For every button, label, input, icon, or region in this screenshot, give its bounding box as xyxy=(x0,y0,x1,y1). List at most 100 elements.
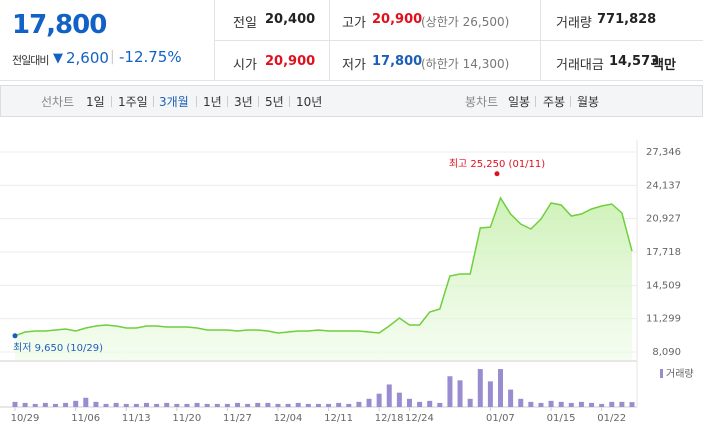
volume-bar xyxy=(568,402,574,407)
y-tick-label: 14,509 xyxy=(646,280,681,291)
volume-bar xyxy=(538,402,544,407)
volume-bar xyxy=(619,401,625,407)
volume-bar xyxy=(558,401,564,407)
price: 17,800 xyxy=(12,10,107,40)
volume-bar xyxy=(164,402,170,407)
y-tick-label: 27,346 xyxy=(646,147,681,158)
volume-bar xyxy=(12,401,18,407)
volume-bar xyxy=(487,381,493,407)
period-tab[interactable]: 3년 xyxy=(234,95,253,109)
x-tick-label: 11/20 xyxy=(172,413,201,424)
volume-bar xyxy=(315,403,321,407)
x-tick-label: 11/06 xyxy=(71,413,100,424)
change-rate: -12.75% xyxy=(119,48,182,66)
volume-bar xyxy=(467,398,473,407)
volume-bar xyxy=(548,400,554,407)
tab-divider xyxy=(258,96,259,107)
period-tab[interactable]: 5년 xyxy=(265,95,284,109)
volume-bar xyxy=(518,398,524,407)
info-value: 771,828 xyxy=(597,12,657,27)
volume-bar xyxy=(609,401,615,407)
line-chart-label: 선차트 xyxy=(41,95,75,109)
volume-bar xyxy=(578,401,584,407)
volume-bar xyxy=(52,403,58,407)
tab-divider xyxy=(535,96,536,107)
divider: | xyxy=(110,49,115,65)
info-value: 20,900 xyxy=(265,54,316,69)
candle-tab[interactable]: 월봉 xyxy=(577,95,600,109)
price-line xyxy=(14,196,633,337)
period-tab[interactable]: 1일 xyxy=(86,95,105,109)
info-note: (하한가 14,300) xyxy=(421,57,510,71)
annotation-label: 최저 9,650 (10/29) xyxy=(13,342,103,354)
annotation-dot xyxy=(494,171,500,177)
volume-bar xyxy=(356,401,362,407)
volume-bar xyxy=(174,403,180,407)
volume-bar xyxy=(427,400,433,407)
row-divider xyxy=(215,40,703,41)
volume-bar xyxy=(326,403,332,407)
volume-bar xyxy=(346,403,352,407)
period-tab[interactable]: 1년 xyxy=(203,95,222,109)
x-tick-label: 10/29 xyxy=(11,413,40,424)
volume-bar xyxy=(103,403,109,407)
y-tick-label: 20,927 xyxy=(646,214,681,225)
volume-bar xyxy=(224,403,230,407)
y-tick-label: 11,299 xyxy=(646,314,681,325)
volume-bar xyxy=(22,402,28,407)
x-tick-label: 01/07 xyxy=(486,413,515,424)
volume-bar xyxy=(255,402,261,407)
volume-bar xyxy=(498,369,504,407)
volume-bar xyxy=(42,402,48,407)
change-label: 전일대비 xyxy=(12,54,49,67)
legend-label: 거래량 xyxy=(666,368,694,380)
volume-bar xyxy=(406,398,412,407)
volume-bar xyxy=(305,403,311,407)
volume-bar xyxy=(214,403,220,407)
info-value: 20,400 xyxy=(265,12,316,27)
x-tick-label: 12/11 xyxy=(324,413,353,424)
candle-tab[interactable]: 주봉 xyxy=(543,95,566,109)
tab-divider xyxy=(111,96,112,107)
volume-bar xyxy=(589,402,595,407)
down-arrow: ▼ xyxy=(53,51,63,66)
period-tab[interactable]: 3개월 xyxy=(159,95,189,109)
annotation-label: 최고 25,250 (01/11) xyxy=(449,158,545,170)
x-tick-label: 12/24 xyxy=(405,413,434,424)
tab-divider xyxy=(227,96,228,107)
info-label: 시가 xyxy=(233,58,257,73)
volume-bar xyxy=(83,397,89,407)
info-label: 거래량 xyxy=(556,16,592,31)
volume-bar xyxy=(235,402,241,407)
period-tab[interactable]: 1주일 xyxy=(118,95,148,109)
info-unit: 백만 xyxy=(652,58,676,73)
volume-bar xyxy=(113,402,119,407)
info-note: (상한가 26,500) xyxy=(421,15,510,29)
volume-bar xyxy=(457,380,463,407)
volume-bar xyxy=(396,392,402,407)
volume-bar xyxy=(508,389,514,407)
info-value: 20,900 xyxy=(372,12,423,27)
volume-bar xyxy=(285,403,291,407)
tab-divider xyxy=(153,96,154,107)
candle-chart-label: 봉차트 xyxy=(465,95,499,109)
period-tab[interactable]: 10년 xyxy=(296,95,323,109)
volume-bar xyxy=(63,402,69,407)
volume-bar xyxy=(154,403,160,407)
change: 2,600 xyxy=(66,49,109,67)
volume-bar xyxy=(143,402,149,407)
x-tick-label: 11/27 xyxy=(223,413,252,424)
x-tick-label: 12/04 xyxy=(274,413,303,424)
annotation-dot xyxy=(12,333,18,339)
candle-tab[interactable]: 일봉 xyxy=(508,95,531,109)
info-label: 고가 xyxy=(342,16,366,31)
tab-divider xyxy=(289,96,290,107)
quote-header: 17,800 전일대비 ▼ 2,600 | -12.75% 전일 20,400 … xyxy=(0,0,703,81)
volume-bar xyxy=(599,403,605,407)
tab-divider xyxy=(196,96,197,107)
volume-bar xyxy=(265,402,271,407)
volume-bar xyxy=(204,403,210,407)
info-label: 전일 xyxy=(233,16,257,31)
